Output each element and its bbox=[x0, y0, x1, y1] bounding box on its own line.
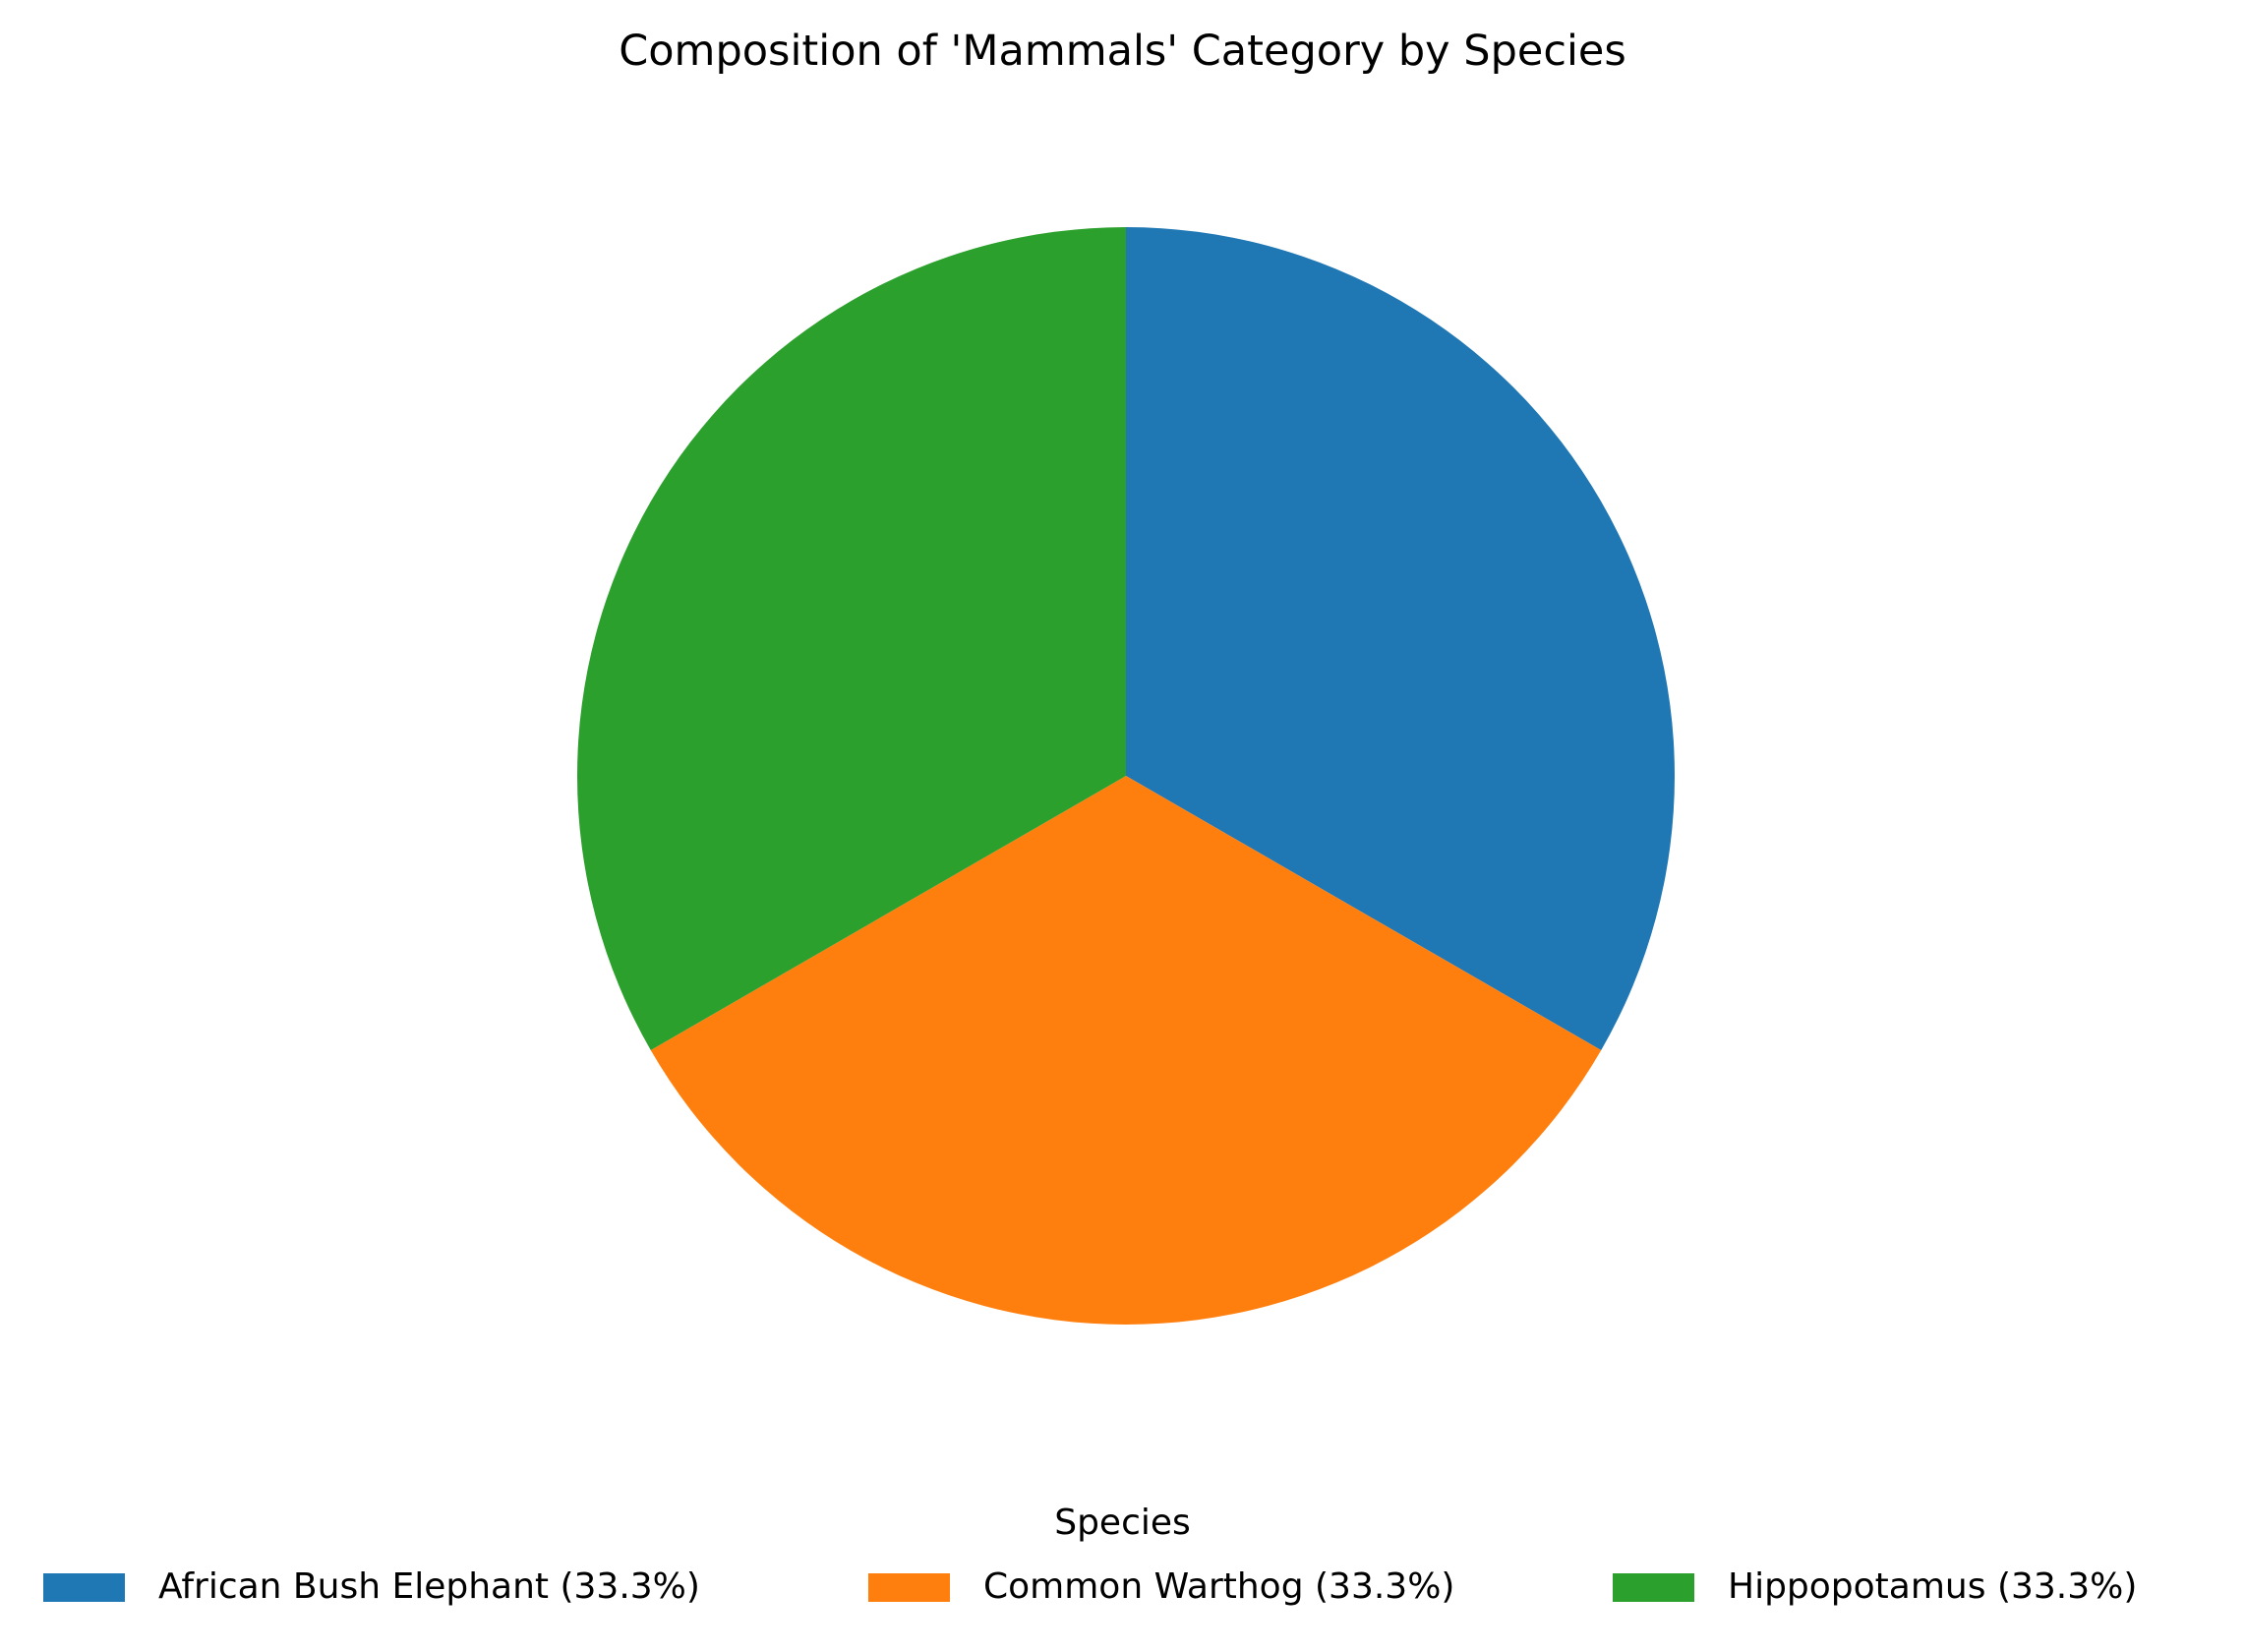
legend-item-african-bush-elephant: African Bush Elephant (33.3%) bbox=[43, 1564, 700, 1611]
legend-title: Species bbox=[1054, 1503, 1191, 1543]
legend-swatch-common-warthog bbox=[868, 1572, 950, 1602]
legend-item-hippopotamus: Hippopotamus (33.3%) bbox=[1613, 1564, 2137, 1611]
legend-item-common-warthog: Common Warthog (33.3%) bbox=[868, 1564, 1454, 1611]
legend-swatch-hippopotamus bbox=[1613, 1572, 1694, 1602]
legend-label-common-warthog: Common Warthog (33.3%) bbox=[983, 1566, 1455, 1607]
chart-title: Composition of 'Mammals' Category by Spe… bbox=[619, 27, 1626, 76]
pie-slice-african-bush-elephant bbox=[1126, 227, 1675, 1050]
legend-label-african-bush-elephant: African Bush Elephant (33.3%) bbox=[158, 1566, 700, 1607]
legend-label-hippopotamus: Hippopotamus (33.3%) bbox=[1728, 1566, 2138, 1607]
pie-slice-common-warthog bbox=[650, 776, 1602, 1325]
legend-swatch-african-bush-elephant bbox=[43, 1572, 125, 1602]
pie-slice-hippopotamus bbox=[577, 227, 1126, 1050]
